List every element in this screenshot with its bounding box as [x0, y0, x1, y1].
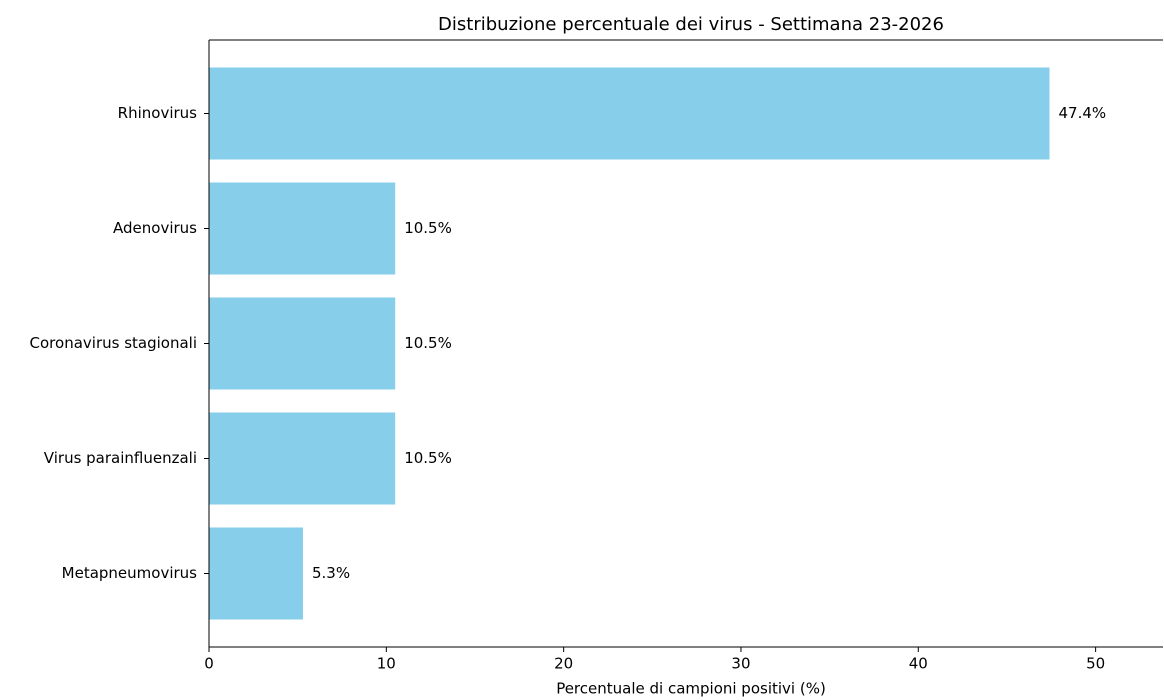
- bar: [209, 412, 396, 505]
- value-label: 47.4%: [1059, 104, 1107, 122]
- value-label: 10.5%: [404, 449, 452, 467]
- x-tick-label: 0: [204, 655, 214, 673]
- y-tick-label: Metapneumovirus: [62, 564, 198, 582]
- bar: [209, 297, 396, 390]
- x-tick-label: 40: [909, 655, 928, 673]
- y-tick-label: Coronavirus stagionali: [30, 334, 197, 352]
- y-tick-label: Virus parainfluenzali: [44, 449, 197, 467]
- y-tick-label: Rhinovirus: [118, 104, 197, 122]
- chart-title: Distribuzione percentuale dei virus - Se…: [438, 14, 944, 35]
- value-label: 10.5%: [404, 219, 452, 237]
- x-tick-label: 10: [377, 655, 396, 673]
- x-tick-label: 30: [731, 655, 750, 673]
- y-tick-label: Adenovirus: [113, 219, 197, 237]
- x-tick-label: 50: [1086, 655, 1105, 673]
- bar: [209, 67, 1050, 160]
- value-label: 5.3%: [312, 564, 350, 582]
- bar: [209, 527, 303, 620]
- bar: [209, 182, 396, 275]
- x-tick-label: 20: [554, 655, 573, 673]
- x-axis-label: Percentuale di campioni positivi (%): [556, 680, 826, 698]
- value-label: 10.5%: [404, 334, 452, 352]
